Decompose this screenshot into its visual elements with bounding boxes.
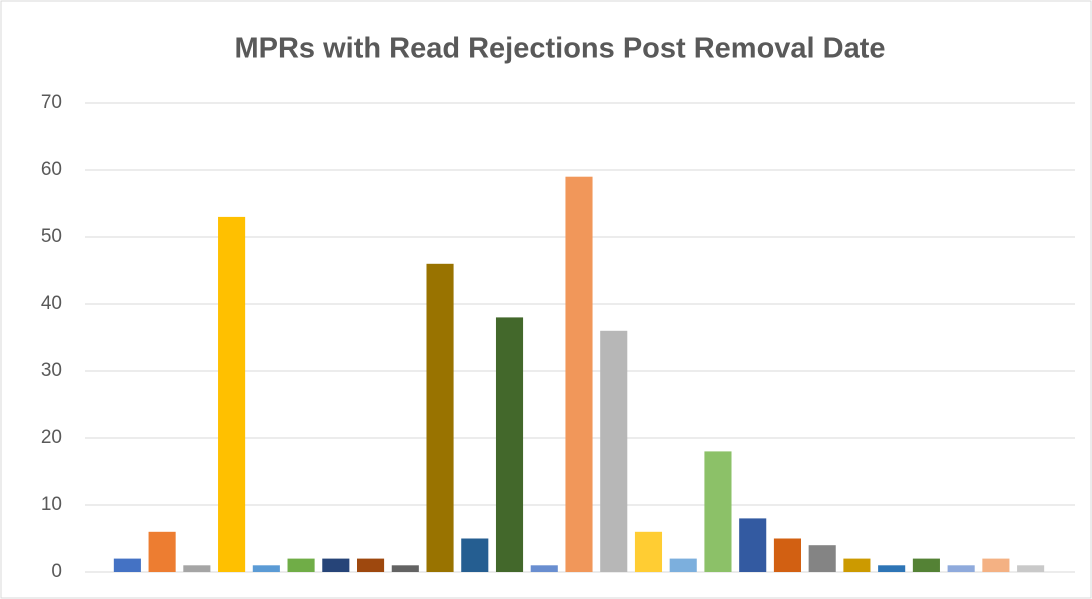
bar [461,538,489,572]
bar [322,558,350,572]
y-tick-label: 10 [41,494,62,515]
bar [183,565,211,572]
bar [704,451,732,572]
bar [1017,565,1045,572]
bar [252,565,280,572]
y-tick-label: 70 [41,92,62,113]
chart-title: MPRs with Read Rejections Post Removal D… [234,33,885,65]
bar [878,565,906,572]
bar [912,558,940,572]
bar [391,565,419,572]
bar [634,531,663,572]
y-tick-label: 20 [41,427,62,448]
bar [982,558,1010,572]
bar [565,176,593,572]
y-tick-label: 30 [41,360,62,381]
y-tick-label: 60 [41,159,62,180]
y-tick-label: 50 [41,226,62,247]
bar [773,538,801,572]
bar [357,558,385,572]
y-tick-label: 0 [51,561,62,582]
y-tick-label: 40 [41,293,62,314]
bar [426,263,454,572]
bar [495,317,524,572]
bar [148,531,176,572]
bar [808,545,836,572]
bar [669,558,697,572]
bar [113,558,141,572]
bar [843,558,871,572]
bar [947,565,975,572]
bar [600,330,628,572]
bar [218,216,246,572]
bar [739,518,767,572]
bar [287,558,315,572]
bar [530,565,558,572]
